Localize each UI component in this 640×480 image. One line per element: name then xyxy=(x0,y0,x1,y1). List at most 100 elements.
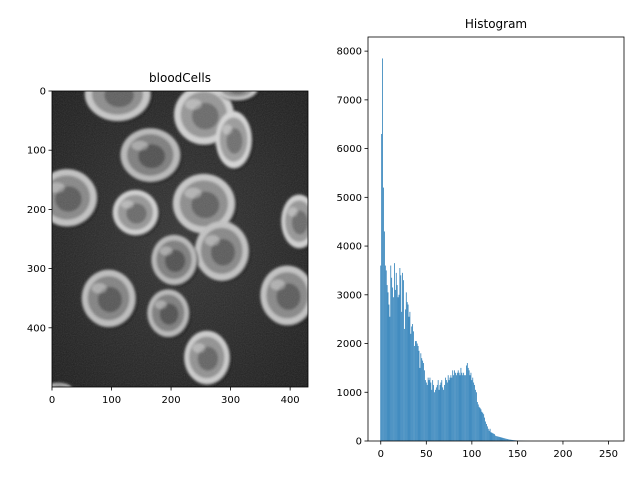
histogram-bar xyxy=(420,353,422,441)
image-y-tick-label: 100 xyxy=(27,146,46,157)
histogram-bar xyxy=(459,375,461,441)
histogram-bar xyxy=(474,384,475,441)
histogram-title: Histogram xyxy=(465,17,527,31)
blood-cells-image xyxy=(52,91,308,387)
histogram-bar xyxy=(421,358,423,441)
histogram-bar xyxy=(441,380,443,441)
histogram-bar xyxy=(394,263,395,441)
histogram-bar xyxy=(426,384,428,441)
histogram-bar xyxy=(496,436,498,441)
histogram-bar xyxy=(475,389,476,441)
histogram-bar xyxy=(509,439,511,441)
histogram-bar xyxy=(510,439,512,441)
histogram-y-tick-label: 5000 xyxy=(337,193,362,204)
histogram-bar xyxy=(410,333,412,441)
histogram-bar xyxy=(446,382,448,441)
histogram-bar xyxy=(451,377,453,441)
histogram-bar xyxy=(408,316,410,441)
histogram-bar xyxy=(435,389,436,441)
histogram-x-tick-label: 200 xyxy=(553,449,572,460)
histogram-bar xyxy=(467,367,469,441)
histogram-bar xyxy=(381,133,383,441)
histogram-bar xyxy=(409,311,411,441)
histogram-bar xyxy=(512,440,514,441)
histogram-bar xyxy=(399,267,401,441)
histogram-x-tick-label: 0 xyxy=(378,449,384,460)
histogram-bar xyxy=(480,409,482,441)
histogram-bar xyxy=(499,437,501,441)
image-x-tick-label: 0 xyxy=(49,395,55,406)
image-x-tick-label: 300 xyxy=(221,395,240,406)
histogram-bar xyxy=(471,380,473,441)
histogram-bar xyxy=(422,360,424,441)
histogram-bar xyxy=(415,341,416,441)
histogram-bar xyxy=(486,423,487,441)
histogram-bar xyxy=(385,270,387,441)
histogram-bar xyxy=(470,372,472,441)
histogram-bar xyxy=(439,384,441,441)
histogram-y-tick-label: 0 xyxy=(356,437,362,448)
histogram-bar xyxy=(504,438,506,441)
histogram-bar xyxy=(473,382,475,441)
histogram-bar xyxy=(505,438,506,441)
histogram-bar xyxy=(445,377,446,441)
histogram-bar xyxy=(429,377,431,441)
histogram-bar xyxy=(468,370,470,441)
histogram-bar xyxy=(413,331,414,441)
histogram-bar xyxy=(416,343,418,441)
image-x-tick-label: 200 xyxy=(162,395,181,406)
histogram-bar xyxy=(500,437,502,441)
histogram-bar xyxy=(380,265,382,441)
histogram-bar xyxy=(491,432,493,441)
histogram-bar xyxy=(501,437,503,441)
histogram-bar xyxy=(506,438,507,441)
histogram-bar xyxy=(405,292,407,441)
histogram-bar xyxy=(400,275,402,441)
histogram-bar xyxy=(417,345,419,441)
histogram-bar xyxy=(469,375,471,441)
histogram-bar xyxy=(384,231,385,441)
image-frame xyxy=(51,90,309,388)
histogram-bar xyxy=(419,367,421,441)
histogram-axes: Histogram 0 50 100 150 200 250 0 1000 2000 3000 4… xyxy=(337,17,625,460)
histogram-x-tick-label: 250 xyxy=(599,449,618,460)
histogram-bar xyxy=(382,58,383,442)
histogram-bar xyxy=(494,434,496,441)
histogram-bar xyxy=(407,304,409,441)
histogram-bar xyxy=(393,297,394,441)
histogram-bar xyxy=(406,302,408,441)
histogram-x-tick-label: 150 xyxy=(508,449,527,460)
histogram-bar xyxy=(479,407,481,441)
histogram-bar xyxy=(424,370,425,441)
histogram-bar xyxy=(425,380,426,441)
image-y-tick-label: 400 xyxy=(27,323,46,334)
histogram-bar xyxy=(404,309,406,441)
image-y-tick-label: 300 xyxy=(27,264,46,275)
histogram-bar xyxy=(476,392,477,441)
histogram-bar xyxy=(507,439,509,441)
histogram-bar xyxy=(478,406,480,441)
histogram-y-tick-label: 2000 xyxy=(337,339,362,350)
histogram-bar xyxy=(498,436,500,441)
histogram-bar xyxy=(397,297,399,441)
image-y-tick-label: 0 xyxy=(40,87,46,98)
histogram-bar xyxy=(395,272,397,441)
histogram-x-tick-label: 50 xyxy=(420,449,433,460)
histogram-bar xyxy=(460,367,462,441)
histogram-bar xyxy=(502,437,504,441)
histogram-bar xyxy=(472,377,474,441)
histogram-bar xyxy=(481,411,483,441)
histogram-bar xyxy=(383,187,384,441)
histogram-bar xyxy=(449,377,451,441)
histogram-bar xyxy=(437,380,439,441)
histogram-bar xyxy=(484,417,485,441)
histogram-bar xyxy=(404,328,405,441)
histogram-bar xyxy=(507,439,508,441)
histogram-bar xyxy=(418,350,420,441)
histogram-bar xyxy=(435,387,437,441)
histogram-bar xyxy=(431,389,433,441)
histogram-y-tick-label: 6000 xyxy=(337,144,362,155)
histogram-bar xyxy=(513,440,515,441)
histogram-bar xyxy=(438,389,440,441)
